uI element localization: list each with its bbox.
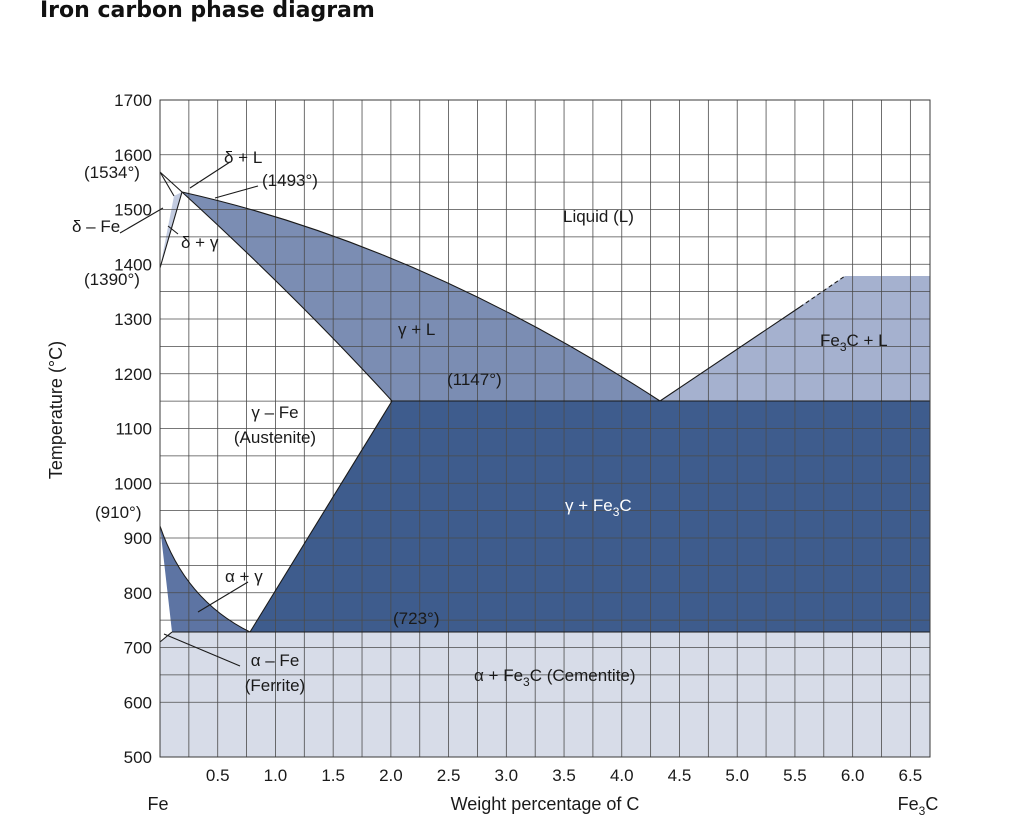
liquidus-left [159,171,183,193]
liquidus-main [181,191,661,402]
y-tick-labels: 1700 1600 1500 1400 1300 1200 1100 1000 900 800 70… [114,91,152,767]
y-tick-label: 600 [124,693,152,712]
x-tick-label: 6.0 [841,766,865,785]
x-tick-label: 2.5 [437,766,461,785]
x-tick-labels: 0.5 1.0 1.5 2.0 2.5 3.0 3.5 4.0 4.5 5.0 5.5 6.0 6.5 [206,766,922,785]
y-tick-label: 700 [124,639,152,658]
grid [160,100,930,757]
region-alpha-plus-gamma [160,526,250,632]
leader-delta-l [189,161,231,189]
temp-910: (910°) [95,503,141,522]
leader-delta-fe [119,207,164,234]
y-tick-label: 1600 [114,146,152,165]
label-gamma-fe3c: γ + Fe3C [565,496,632,519]
label-leaders [119,161,259,667]
label-delta-l: δ + L [224,148,262,167]
label-austenite: (Austenite) [234,428,316,447]
temp-1534: (1534°) [84,163,140,182]
page-title: Iron carbon phase diagram [40,0,375,23]
x-tick-label: 1.5 [321,766,345,785]
label-liquid: Liquid (L) [563,207,634,226]
x-tick-label: 6.5 [899,766,923,785]
y-axis-title: Temperature (°C) [46,341,66,479]
x-tick-label: 1.0 [264,766,288,785]
label-gamma-fe: γ – Fe [251,403,298,422]
y-tick-label: 900 [124,529,152,548]
label-fe3c-l: Fe3C + L [820,331,888,354]
label-ferrite: (Ferrite) [245,676,305,695]
y-tick-label: 500 [124,748,152,767]
x-tick-label: 0.5 [206,766,230,785]
x-left-label: Fe [147,794,168,814]
leader-delta-gamma [167,225,179,235]
y-tick-label: 1200 [114,365,152,384]
x-right-label: Fe3C [898,794,939,818]
x-tick-label: 4.0 [610,766,634,785]
x-tick-label: 3.5 [552,766,576,785]
special-temperatures: (1534°) (1493°) (1390°) (1147°) (910°) (… [84,163,502,628]
temp-1390: (1390°) [84,270,140,289]
label-delta-gamma: δ + γ [181,233,219,252]
x-tick-label: 4.5 [668,766,692,785]
acm-line [249,400,393,633]
leader-alpha-fe [163,633,241,667]
phase-boundaries [159,171,930,643]
plot-frame [159,99,931,758]
y-tick-label: 1100 [115,420,152,439]
leader-1493 [214,185,259,199]
delta-solidus [159,171,175,197]
y-tick-label: 1300 [114,310,152,329]
liquidus-fe3c [659,306,801,402]
region-gamma-plus-fe3c [250,401,930,632]
y-tick-label: 1500 [114,201,152,220]
temp-1147: (1147°) [447,370,502,389]
liquidus-fe3c-dashed [799,275,846,308]
a3-line [159,525,251,633]
y-tick-label: 1700 [114,91,152,110]
ferrite-solvus [159,631,173,643]
y-tick-label: 800 [124,584,152,603]
x-tick-label: 5.5 [783,766,807,785]
x-tick-label: 3.0 [495,766,519,785]
label-gamma-l: γ + L [398,320,435,339]
temp-1493: (1493°) [262,171,318,190]
delta-gamma-boundary [159,191,183,269]
x-tick-label: 2.0 [379,766,403,785]
label-alpha-fe3c: α + Fe3C (Cementite) [474,666,636,689]
label-delta-fe: δ – Fe [72,217,120,236]
leader-alpha-gamma [197,581,249,613]
y-tick-label: 1000 [114,474,152,493]
region-labels: Liquid (L) δ + L δ – Fe δ + γ γ + L Fe3C… [72,148,888,695]
region-gamma-plus-liquid [182,192,660,401]
label-alpha-gamma: α + γ [225,567,263,586]
x-axis-title: Weight percentage of C [451,794,640,814]
temp-723: (723°) [393,609,439,628]
solidus-austenite [181,191,393,402]
x-tick-label: 5.0 [725,766,749,785]
label-alpha-fe: α – Fe [251,651,300,670]
y-tick-label: 1400 [114,255,152,274]
